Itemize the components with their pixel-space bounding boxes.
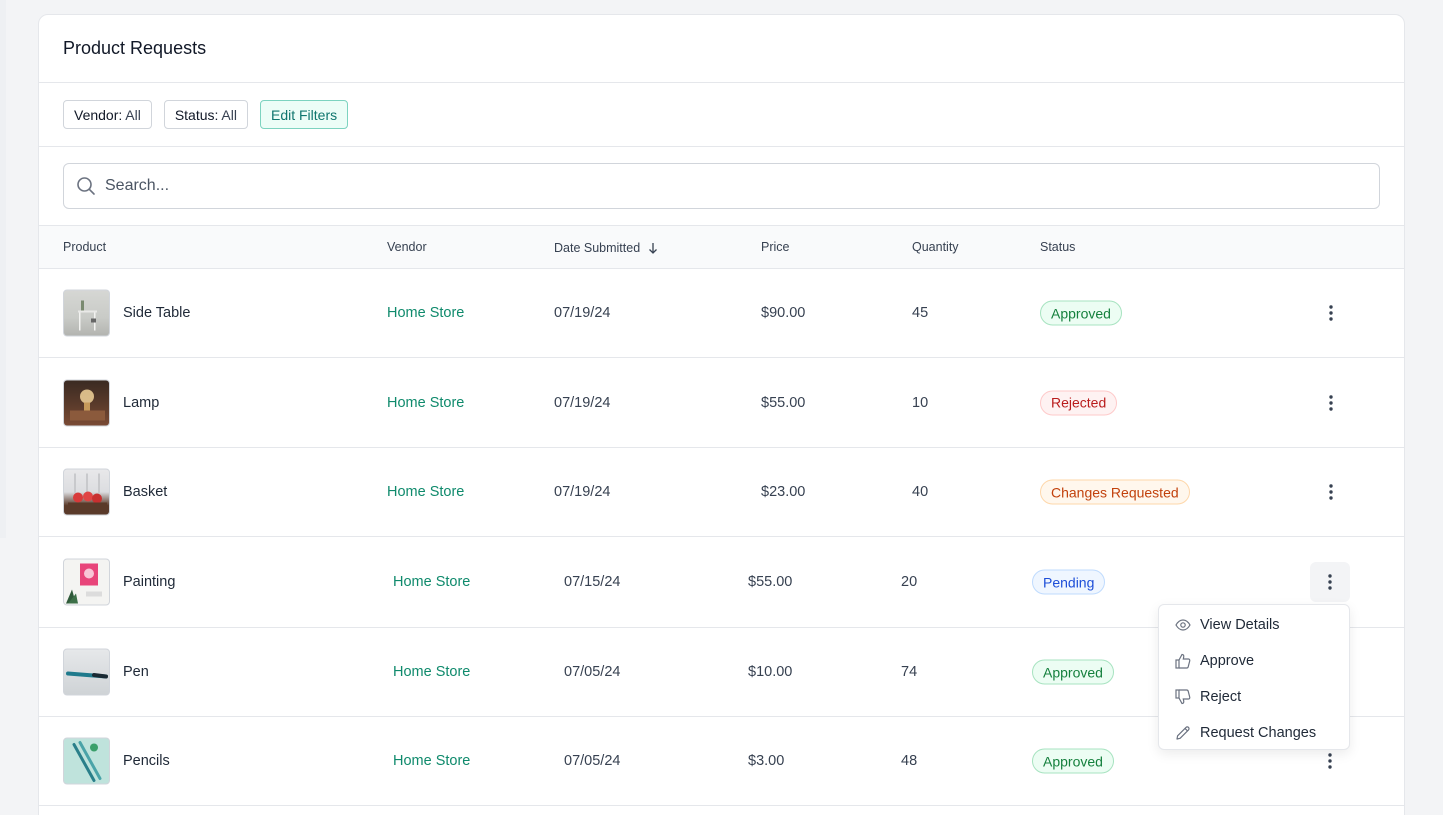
vendor-link[interactable]: Home Store <box>387 394 465 411</box>
col-vendor[interactable]: Vendor <box>387 240 427 254</box>
date-submitted: 07/05/24 <box>564 664 621 680</box>
menu-approve-label: Approve <box>1200 653 1255 669</box>
date-submitted: 07/15/24 <box>564 574 621 590</box>
status-badge: Rejected <box>1040 390 1118 415</box>
quantity: 48 <box>901 753 918 769</box>
search-box <box>63 163 1380 209</box>
table-row: Lamp Home Store 07/19/24 $55.00 10 Rejec… <box>39 358 1404 448</box>
product-name[interactable]: Pen <box>123 664 149 680</box>
product-thumbnail <box>63 289 110 337</box>
price: $10.00 <box>748 664 793 680</box>
menu-request-changes[interactable]: Request Changes <box>1159 715 1349 751</box>
menu-request-changes-label: Request Changes <box>1200 725 1317 741</box>
product-name[interactable]: Painting <box>123 574 176 590</box>
table-row: Side Table Home Store 07/19/24 $90.00 45… <box>39 269 1404 358</box>
table-row: Basket Home Store 07/19/24 $23.00 40 Cha… <box>39 448 1404 537</box>
status-filter-key: Status: <box>174 106 219 123</box>
quantity: 10 <box>912 394 929 411</box>
table-row: Painting Home Store 07/15/24 $55.00 20 P… <box>39 537 1404 628</box>
date-submitted: 07/19/24 <box>554 394 611 411</box>
vendor-filter-chip[interactable]: Vendor: All <box>63 100 152 129</box>
product-thumbnail <box>63 648 110 696</box>
vendor-filter-key: Vendor: <box>74 106 123 123</box>
quantity: 74 <box>901 664 918 680</box>
table-row: Pen Home Store 07/05/24 $10.00 74 Approv… <box>39 628 1404 717</box>
menu-view-details-label: View Details <box>1200 617 1280 633</box>
search-bar <box>39 147 1404 226</box>
col-status[interactable]: Status <box>1040 240 1076 254</box>
menu-reject-label: Reject <box>1200 689 1242 705</box>
more-vertical-icon <box>1329 484 1333 500</box>
product-name[interactable]: Side Table <box>123 305 191 321</box>
price: $55.00 <box>761 394 806 411</box>
more-vertical-icon <box>1328 574 1332 590</box>
product-thumbnail <box>63 558 110 606</box>
row-actions-button[interactable] <box>1311 293 1351 333</box>
col-quantity[interactable]: Quantity <box>912 240 959 254</box>
thumbs-down-icon <box>1175 689 1191 705</box>
row-actions-menu: View Details Approve Reject Request Chan… <box>1158 604 1350 750</box>
status-filter-chip[interactable]: Status: All <box>163 100 248 129</box>
status-badge: Approved <box>1032 748 1114 774</box>
menu-reject[interactable]: Reject <box>1159 679 1349 715</box>
more-vertical-icon <box>1329 394 1333 411</box>
pencil-icon <box>1176 726 1190 740</box>
product-thumbnail <box>63 468 110 516</box>
more-vertical-icon <box>1328 753 1332 769</box>
vendor-link[interactable]: Home Store <box>387 484 465 500</box>
menu-approve[interactable]: Approve <box>1159 643 1349 679</box>
table-header: Product Vendor Date Submitted Price Quan… <box>39 226 1404 269</box>
filter-bar: Vendor: All Status: All Edit Filters <box>39 83 1404 147</box>
vendor-link[interactable]: Home Store <box>393 664 471 680</box>
vendor-filter-value: All <box>125 106 141 123</box>
product-thumbnail <box>63 737 110 785</box>
quantity: 20 <box>901 574 918 590</box>
menu-view-details[interactable]: View Details <box>1159 607 1349 643</box>
vendor-link[interactable]: Home Store <box>393 574 471 590</box>
table-row: Pencils Home Store 07/05/24 $3.00 48 App… <box>39 717 1404 806</box>
status-badge: Changes Requested <box>1040 479 1190 505</box>
row-actions-button[interactable] <box>1311 383 1351 423</box>
status-badge: Approved <box>1040 300 1122 326</box>
quantity: 40 <box>912 484 929 500</box>
date-submitted: 07/19/24 <box>554 305 611 321</box>
left-strip <box>0 0 6 538</box>
price: $55.00 <box>748 574 793 590</box>
status-badge: Pending <box>1032 569 1106 595</box>
page: Product Requests Vendor: All Status: All E… <box>6 0 1443 815</box>
card-header: Product Requests <box>39 15 1404 83</box>
more-vertical-icon <box>1329 305 1333 321</box>
vendor-link[interactable]: Home Store <box>387 305 465 321</box>
product-name[interactable]: Pencils <box>123 753 170 769</box>
row-actions-button[interactable] <box>1310 741 1350 781</box>
edit-filters-button[interactable]: Edit Filters <box>259 100 349 129</box>
product-name[interactable]: Lamp <box>123 394 160 411</box>
price: $90.00 <box>761 305 806 321</box>
date-submitted: 07/19/24 <box>554 484 611 500</box>
date-submitted: 07/05/24 <box>564 753 621 769</box>
product-thumbnail <box>63 379 110 426</box>
vendor-link[interactable]: Home Store <box>393 753 471 769</box>
col-product[interactable]: Product <box>63 240 107 254</box>
page-title: Product Requests <box>63 38 207 58</box>
col-date-label: Date Submitted <box>554 241 641 255</box>
row-actions-button[interactable] <box>1311 472 1351 512</box>
search-input[interactable] <box>105 177 1379 195</box>
row-actions-button[interactable] <box>1310 562 1350 602</box>
thumbs-up-icon <box>1175 653 1191 669</box>
quantity: 45 <box>912 305 929 321</box>
sort-arrow-down-icon <box>648 243 657 254</box>
status-filter-value: All <box>221 106 237 123</box>
eye-icon <box>1175 619 1191 631</box>
col-price[interactable]: Price <box>761 240 790 254</box>
product-name[interactable]: Basket <box>123 484 168 500</box>
col-date-submitted[interactable]: Date Submitted <box>554 240 658 255</box>
price: $3.00 <box>748 753 785 769</box>
status-badge: Approved <box>1032 659 1114 685</box>
search-icon <box>77 177 95 195</box>
price: $23.00 <box>761 484 806 500</box>
